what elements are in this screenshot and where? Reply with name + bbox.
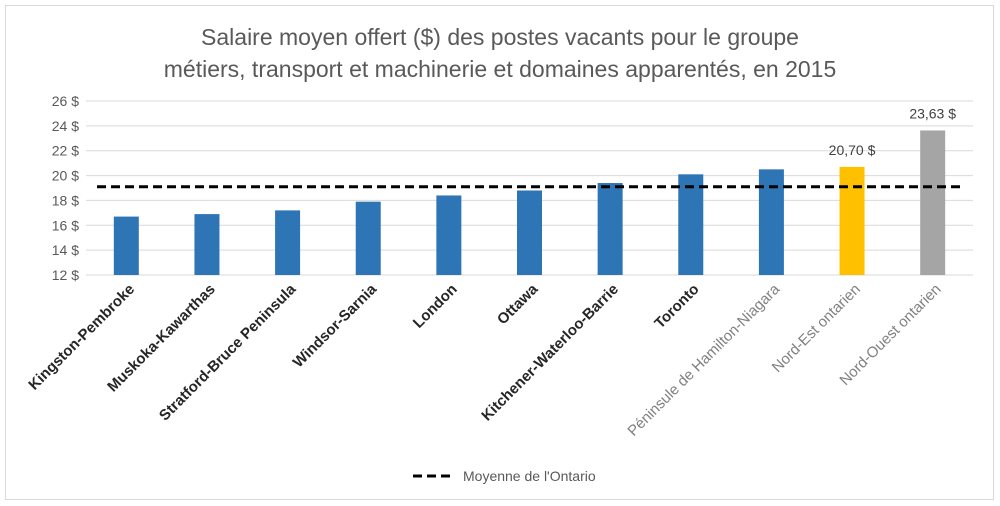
bar-windsor-sarnia bbox=[355, 201, 381, 275]
y-tick-label: 20 $ bbox=[52, 168, 79, 184]
bar-peninsule-de-hamilton-niagara bbox=[758, 169, 784, 275]
y-tick-label: 14 $ bbox=[52, 242, 79, 258]
bar-nord-est-ontarien bbox=[839, 166, 865, 275]
bar-kitchener-waterloo-barrie bbox=[597, 183, 623, 275]
legend: Moyenne de l'Ontario bbox=[413, 468, 596, 484]
y-tick-label: 26 $ bbox=[52, 93, 79, 109]
chart-title-line-1: Salaire moyen offert ($) des postes vaca… bbox=[201, 24, 799, 50]
gridlines bbox=[86, 100, 973, 276]
legend-label: Moyenne de l'Ontario bbox=[463, 468, 596, 484]
bar-toronto bbox=[678, 174, 704, 275]
data-label: 20,70 $ bbox=[829, 142, 876, 158]
y-tick-label: 16 $ bbox=[52, 217, 79, 233]
bar-nord-ouest-ontarien bbox=[920, 130, 946, 275]
bar-muskoka-kawarthas bbox=[194, 214, 220, 275]
data-label: 23,63 $ bbox=[909, 105, 956, 121]
y-tick-label: 24 $ bbox=[52, 118, 79, 134]
bar-kingston-pembroke bbox=[113, 216, 139, 275]
y-axis: 12 $ 14 $ 16 $ 18 $ 20 $ 22 $ 24 $ 26 $ bbox=[52, 93, 79, 283]
bar-stratford-bruce-peninsula bbox=[275, 210, 301, 275]
y-tick-label: 22 $ bbox=[52, 143, 79, 159]
y-tick-label: 18 $ bbox=[52, 192, 79, 208]
chart-border bbox=[5, 5, 994, 500]
chart-title-line-2: métiers, transport et machinerie et doma… bbox=[164, 56, 837, 82]
data-labels: 20,70 $ 23,63 $ bbox=[829, 105, 957, 157]
bars bbox=[113, 130, 946, 275]
bar-london bbox=[436, 195, 462, 275]
y-tick-label: 12 $ bbox=[52, 267, 79, 283]
bar-ottawa bbox=[517, 190, 542, 275]
